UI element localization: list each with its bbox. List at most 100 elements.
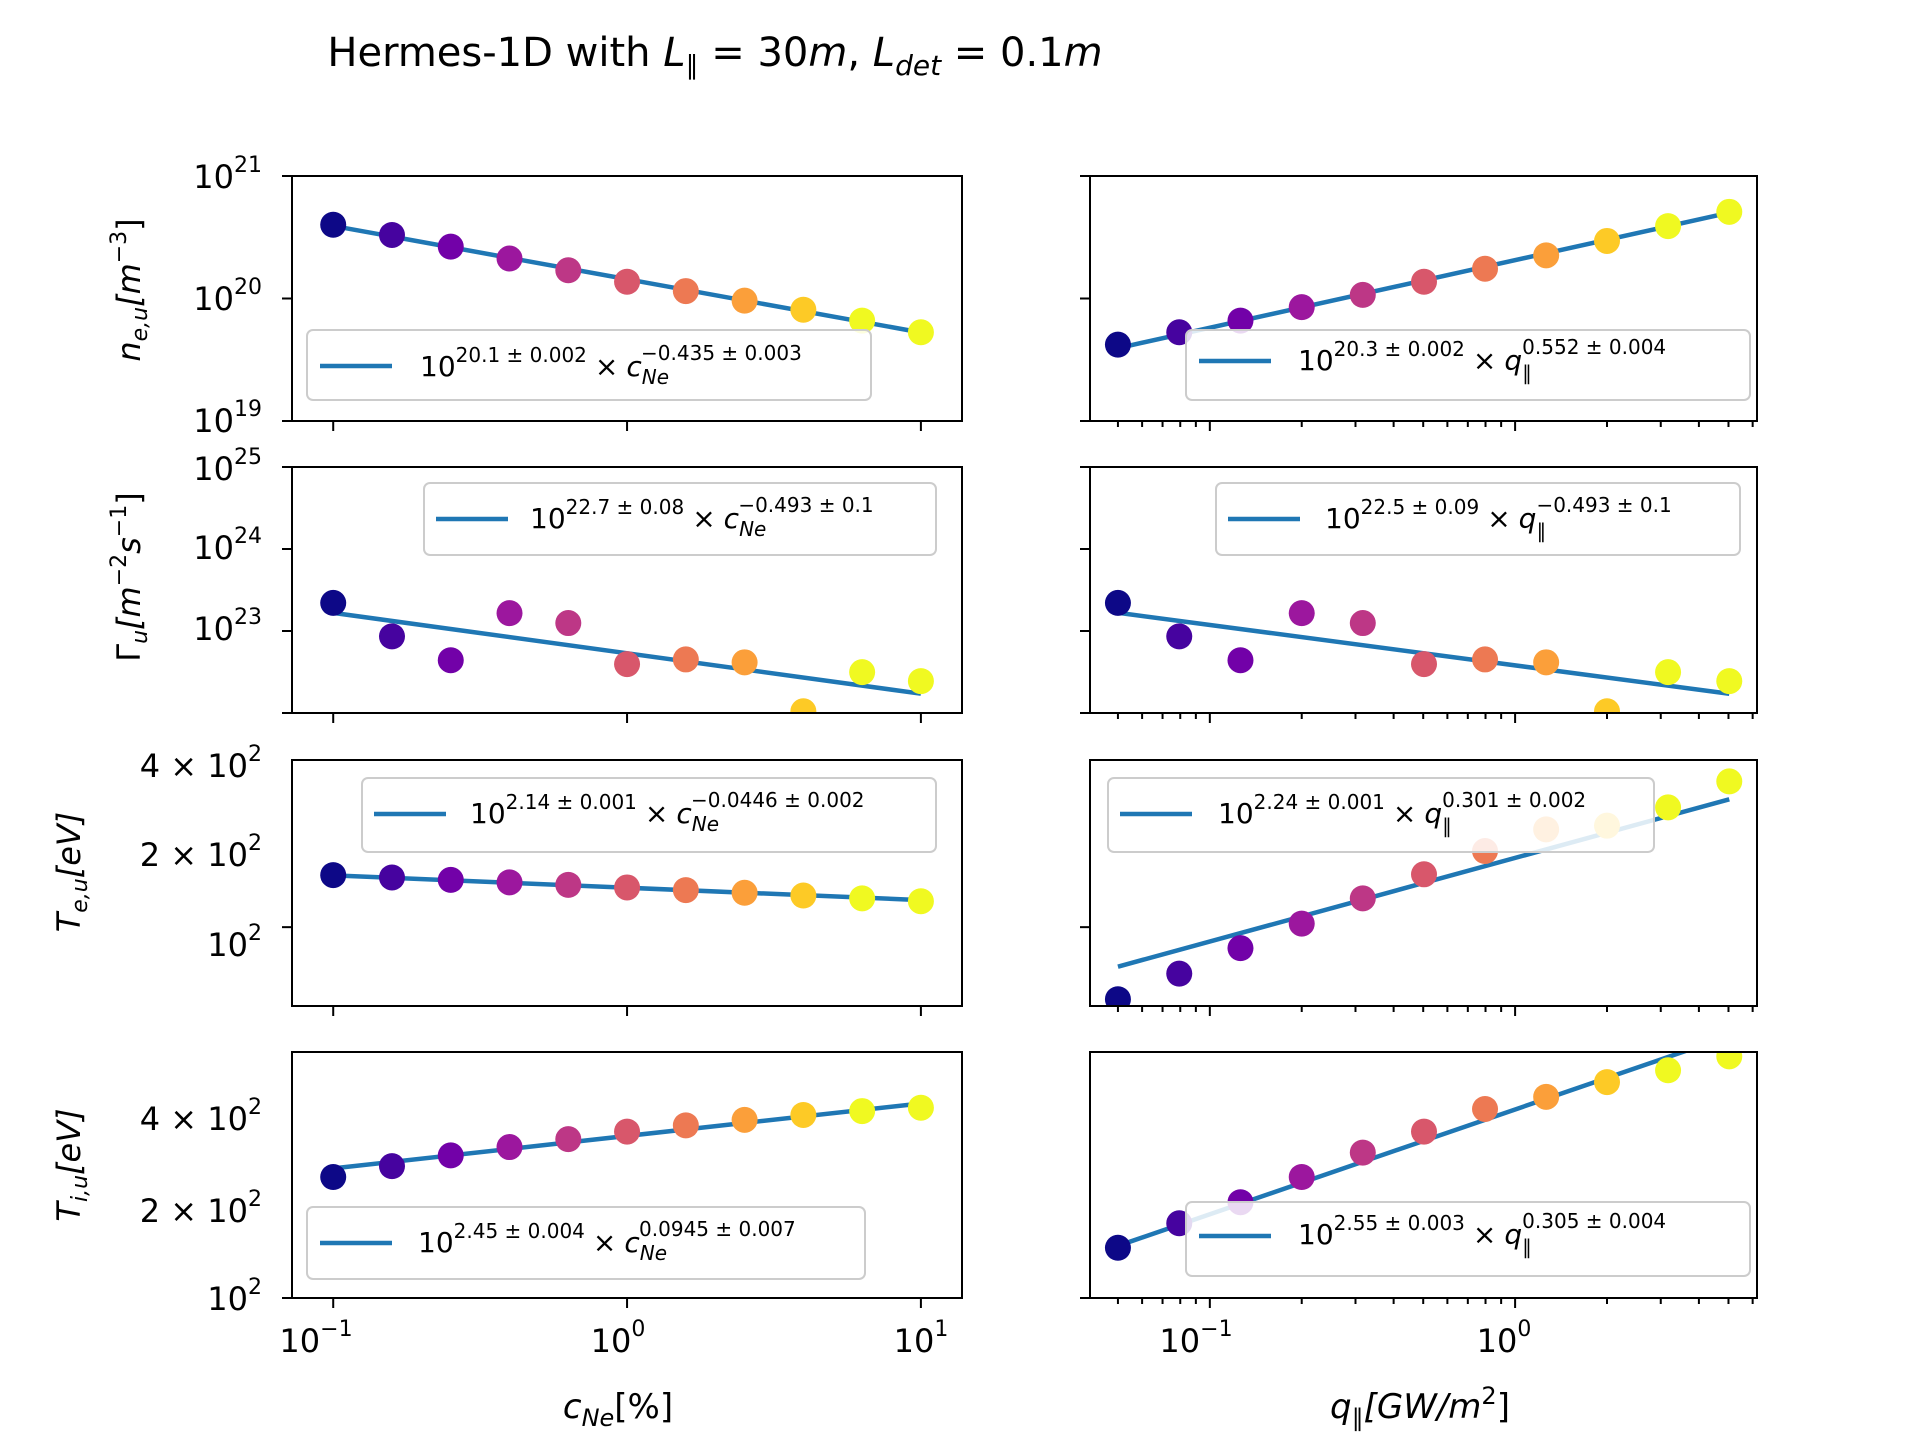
- legend-row2-left: 102.14 ± 0.001 × cNe−0.0446 ± 0.002: [361, 777, 937, 853]
- panel-plot-area: [320, 1094, 934, 1190]
- panel-r3-c1: [1080, 1051, 1758, 1308]
- panel-layer: [282, 175, 1758, 1308]
- data-point: [790, 1101, 817, 1128]
- legend-box: [1185, 329, 1751, 401]
- legend-box: [306, 1206, 866, 1280]
- panel-r0-c0: [282, 175, 963, 431]
- data-point: [378, 1153, 405, 1180]
- data-point: [1716, 1052, 1743, 1070]
- legend-text: 102.24 ± 0.001 × q∥0.301 ± 0.002: [1218, 788, 1586, 838]
- data-point: [1288, 600, 1315, 627]
- data-point: [1655, 659, 1682, 686]
- data-point: [849, 1098, 876, 1125]
- ytick-label: 1021: [193, 153, 262, 196]
- data-point: [1104, 331, 1131, 358]
- data-point: [555, 257, 582, 284]
- data-point: [1716, 198, 1743, 225]
- data-point: [378, 221, 405, 248]
- legend-row1-left: 1022.7 ± 0.08 × cNe−0.493 ± 0.1: [423, 482, 937, 556]
- legend-text: 1022.5 ± 0.09 × q∥−0.493 ± 0.1: [1325, 493, 1672, 543]
- ylabel-ti: Ti,u[eV]: [50, 1108, 93, 1221]
- panel-r1-c0: [282, 466, 963, 723]
- data-point: [672, 877, 699, 904]
- data-point: [496, 245, 523, 272]
- xtick-label: 100: [1477, 1317, 1532, 1360]
- legend-row1-right: 1022.5 ± 0.09 × q∥−0.493 ± 0.1: [1215, 482, 1741, 556]
- data-point: [320, 1163, 347, 1190]
- ytick-label: 4 × 102: [140, 1095, 262, 1138]
- legend-box: [1107, 777, 1655, 853]
- panel-r3-c0: [282, 1051, 963, 1308]
- data-point: [849, 659, 876, 686]
- data-point: [496, 600, 523, 627]
- ylabel-gamma: Γu[m−2s−1]: [107, 492, 153, 661]
- data-point: [378, 623, 405, 650]
- data-point: [1411, 861, 1438, 888]
- legend-row3-right: 102.55 ± 0.003 × q∥0.305 ± 0.004: [1185, 1201, 1751, 1277]
- legend-box: [1185, 1201, 1751, 1277]
- legend-row3-left: 102.45 ± 0.004 × cNe0.0945 ± 0.007: [306, 1206, 866, 1280]
- data-point: [672, 646, 699, 673]
- panel-plot-area: [1104, 589, 1743, 713]
- legends: 1020.1 ± 0.002 × cNe−0.435 ± 0.003 1020.3 …: [306, 329, 1751, 1280]
- data-point: [555, 1126, 582, 1153]
- data-point: [1594, 698, 1620, 713]
- data-point: [496, 1134, 523, 1161]
- data-point: [320, 211, 347, 238]
- data-point: [731, 287, 758, 314]
- ylabel-ne: ne,u[m−3]: [107, 218, 153, 361]
- data-point: [1166, 623, 1193, 650]
- legend-box: [361, 777, 937, 853]
- data-point: [1104, 589, 1131, 616]
- data-point: [1655, 1057, 1682, 1084]
- figure-title: Hermes-1D with L∥ = 30m, Ldet = 0.1m: [327, 30, 1102, 82]
- data-point: [1288, 294, 1315, 321]
- data-point: [672, 1112, 699, 1139]
- legend-text: 102.45 ± 0.004 × cNe0.0945 ± 0.007: [418, 1217, 796, 1265]
- data-point: [1349, 1139, 1376, 1166]
- legend-box: [423, 482, 937, 556]
- data-point: [1533, 649, 1560, 676]
- data-point: [555, 610, 582, 637]
- xtick-label: 10−1: [279, 1317, 352, 1360]
- data-point: [1288, 910, 1315, 937]
- legend-text: 1020.3 ± 0.002 × q∥0.552 ± 0.004: [1298, 335, 1666, 385]
- legend-row0-right: 1020.3 ± 0.002 × q∥0.552 ± 0.004: [1185, 329, 1751, 401]
- data-point: [731, 1106, 758, 1133]
- xlabel-right: q∥[GW/m2]: [1330, 1382, 1510, 1432]
- legend-text: 1020.1 ± 0.002 × cNe−0.435 ± 0.003: [420, 341, 802, 389]
- legend-text: 102.14 ± 0.001 × cNe−0.0446 ± 0.002: [470, 788, 865, 836]
- data-point: [1594, 1069, 1621, 1096]
- data-point: [1411, 651, 1438, 678]
- data-point: [1227, 935, 1254, 962]
- data-point: [731, 879, 758, 906]
- xtick-label: 10−1: [1159, 1317, 1232, 1360]
- ylabel-te: Te,u[eV]: [50, 812, 93, 933]
- data-point: [1533, 1083, 1560, 1110]
- data-point: [1594, 227, 1621, 254]
- data-point: [790, 296, 817, 323]
- data-point: [790, 698, 817, 713]
- ytick-label: 2 × 102: [140, 1187, 262, 1230]
- data-point: [1655, 213, 1682, 240]
- ytick-label: 102: [207, 1275, 262, 1318]
- panel-plot-area: [1104, 1052, 1743, 1261]
- data-point: [496, 869, 523, 896]
- data-point: [907, 888, 934, 915]
- data-point: [1104, 986, 1131, 1006]
- panel-plot-area: [320, 862, 934, 915]
- data-point: [555, 871, 582, 898]
- data-point: [437, 866, 464, 893]
- panel-plot-area: [1104, 198, 1743, 358]
- data-point: [1472, 1095, 1499, 1122]
- data-point: [1227, 307, 1254, 334]
- legend-text: 1022.7 ± 0.08 × cNe−0.493 ± 0.1: [530, 493, 874, 541]
- data-point: [1411, 1118, 1438, 1145]
- data-point: [437, 233, 464, 260]
- data-point: [614, 1118, 641, 1145]
- data-point: [378, 864, 405, 891]
- data-point: [614, 874, 641, 901]
- ytick-label: 4 × 102: [140, 742, 262, 785]
- data-point: [1288, 1163, 1315, 1190]
- data-point: [1166, 960, 1193, 987]
